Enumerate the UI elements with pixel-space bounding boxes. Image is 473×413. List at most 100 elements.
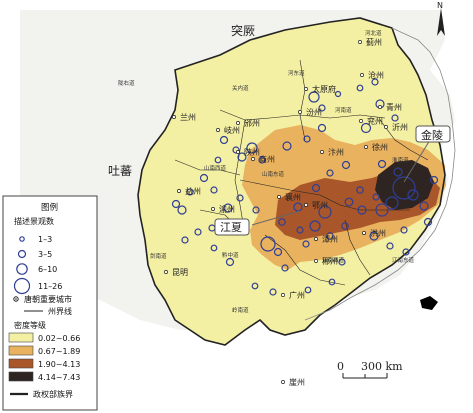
landscape-circle-24 <box>326 169 334 177</box>
landscape-circle-2 <box>334 90 342 98</box>
landscape-circle-62 <box>171 199 181 209</box>
landscape-circle-0 <box>308 91 320 103</box>
dao-boundary <box>344 219 371 276</box>
landscape-circle-1 <box>318 104 326 112</box>
landscape-circle-3 <box>356 84 364 92</box>
landscape-circle-34 <box>318 205 332 219</box>
landscape-circle-54 <box>311 183 321 193</box>
dao-boundary <box>299 59 306 141</box>
landscape-circle-37 <box>260 236 276 252</box>
landscape-circle-11 <box>246 142 258 154</box>
city-label-xuzhou: 徐州 <box>372 142 388 152</box>
legend-circle-3 <box>13 277 31 295</box>
city-marker-tanzhou <box>314 237 318 241</box>
dao-label-hedong: 河东道 <box>288 69 305 77</box>
landscape-circle-43 <box>400 226 408 234</box>
legend-density-title: 密度等级 <box>14 320 46 330</box>
landscape-circle-45 <box>338 258 346 266</box>
dao-label-jiangnan-west: 江南西道 <box>322 256 345 264</box>
landscape-circle-46 <box>281 264 289 272</box>
landscape-circle-23 <box>269 288 277 296</box>
region-label-tubo: 吐蕃 <box>108 164 132 178</box>
landscape-circle-13 <box>258 156 266 164</box>
landscape-circle-36 <box>293 202 303 212</box>
coastline <box>304 27 456 321</box>
landscape-circle-10 <box>282 141 292 151</box>
city-marker-kunming <box>164 270 168 274</box>
city-label-shangzhou: 商州 <box>259 154 275 164</box>
landscape-circle-22 <box>251 282 259 290</box>
city-label-ezhou: 鄂州 <box>312 201 328 210</box>
landscape-circle-16 <box>214 156 222 164</box>
landscape-circle-61 <box>186 188 194 196</box>
legend-density-swatch-3 <box>8 371 34 382</box>
city-marker-yizhou2 <box>177 189 181 193</box>
landscape-circle-63 <box>181 236 189 244</box>
landscape-circle-42 <box>386 242 394 250</box>
dao-boundary <box>379 119 429 161</box>
callout-jinling-label: 金陵 <box>421 128 443 142</box>
legend-circle-0 <box>19 236 25 242</box>
legend-density-swatch-0 <box>8 332 34 343</box>
landscape-circle-8 <box>317 123 327 133</box>
city-label-yazhou: 崖州 <box>289 378 305 387</box>
legend-density-swatch-2 <box>8 358 34 369</box>
landscape-circle-12 <box>237 152 247 162</box>
city-label-yizhou2: 益州 <box>185 186 201 196</box>
landscape-circle-55 <box>326 232 334 240</box>
dao-boundary <box>234 119 246 236</box>
legend-circle-label-1: 3–5 <box>38 250 52 259</box>
scale-bar-label: 300 km <box>361 360 403 373</box>
city-marker-shangzhou <box>251 157 255 161</box>
city-label-hongzhou: 洪州 <box>370 228 386 238</box>
landscape-circle-31 <box>375 203 389 217</box>
city-marker-xiangzhou <box>277 195 281 199</box>
north-arrow: N <box>437 1 445 36</box>
city-marker-yazhou <box>281 380 285 384</box>
legend-circles-title: 描述景观数 <box>14 216 54 226</box>
city-label-yanzhou: 兖州 <box>367 116 383 126</box>
city-label-lanzhou: 兰州 <box>180 112 196 122</box>
callout-jinling: 金陵 <box>403 125 451 183</box>
city-label-yizhou: 沂州 <box>392 122 408 132</box>
city-marker-fenzhou <box>298 110 302 114</box>
dao-label-hebei: 河北道 <box>365 29 382 37</box>
regime-boundary <box>137 17 446 346</box>
dao-label-jiangnan-east: 江南东道 <box>392 256 415 264</box>
dao-label-henan: 河南道 <box>335 106 352 114</box>
legend-density-label-1: 0.67~1.89 <box>38 347 80 356</box>
city-marker-yanzhou <box>359 119 363 123</box>
landscape-circle-38 <box>273 247 283 257</box>
island <box>420 296 438 310</box>
legend-circle-1 <box>17 249 27 259</box>
city-marker-yizhou <box>384 125 388 129</box>
city-label-cangzhou: 沧州 <box>368 70 384 80</box>
legend-city-symbol-dot <box>15 298 17 300</box>
city-marker-binzhou <box>236 121 240 125</box>
landscape-circle-20 <box>210 244 218 252</box>
north-label: N <box>437 1 443 10</box>
landscape-circle-60 <box>210 186 218 194</box>
scale-bar: 0 300 km <box>337 360 403 379</box>
city-label-fenzhou: 汾州 <box>306 107 322 117</box>
landscape-circle-30 <box>407 189 419 201</box>
legend-density-label-2: 1.90~4.13 <box>38 360 80 369</box>
dao-boundary <box>264 234 346 286</box>
landscape-circle-65 <box>223 203 233 213</box>
dao-label-qianzhong: 黔中道 <box>222 251 239 259</box>
legend-title: 图例 <box>41 202 58 213</box>
landscape-circle-58 <box>252 206 260 214</box>
city-marker-xuzhou <box>364 145 368 149</box>
landscape-circle-33 <box>344 197 354 207</box>
city-marker-shanzhou <box>236 150 240 154</box>
landscape-circle-4 <box>371 78 379 86</box>
city-marker-qizhou <box>216 128 220 132</box>
city-label-qizhou: 岐州 <box>224 125 240 135</box>
city-label-yuzhou: 渝州 <box>219 204 235 214</box>
city-label-chenzhou: 郴州 <box>322 257 338 266</box>
city-label-taiyuan: 太原府 <box>312 84 336 94</box>
legend-density-swatch-1 <box>8 345 34 356</box>
dao-label-guannei: 关内道 <box>232 84 249 92</box>
landscape-circle-50 <box>423 217 433 227</box>
